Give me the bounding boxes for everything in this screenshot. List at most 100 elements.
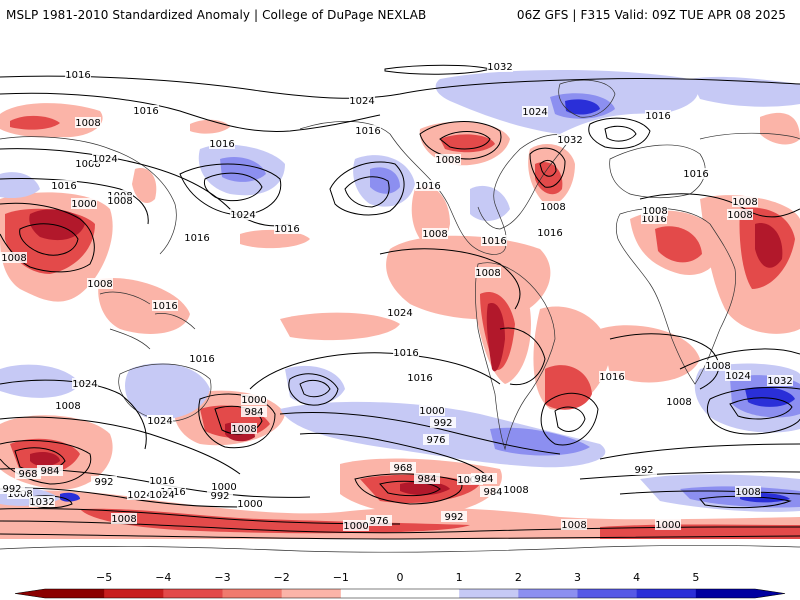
isobar-label: 1008 xyxy=(435,155,460,166)
isobar-label-background xyxy=(480,486,506,497)
isobar-label-background xyxy=(457,474,483,485)
isobar-label-background xyxy=(241,394,267,405)
isobar-label-background xyxy=(87,278,113,289)
isobar-label-background xyxy=(207,490,233,501)
colorbar-tick-label: 1 xyxy=(456,571,463,584)
isobar-label-background xyxy=(390,462,416,473)
isobar-label-background xyxy=(393,347,419,358)
colorbar-tick-label: −2 xyxy=(274,571,290,584)
isobar-label: 1016 xyxy=(133,106,158,117)
colorbar-ticks: −5 −4 −3 −2 −1 0 1 2 3 4 5 xyxy=(96,571,699,584)
isobar-label: 1008 xyxy=(75,159,100,170)
isobar-label: 1024 xyxy=(522,107,547,118)
isobar-label: 992 xyxy=(634,465,653,476)
isobar-label-background xyxy=(705,360,731,371)
isobar-label: 984 xyxy=(483,487,502,498)
isobar-label: 1008 xyxy=(111,514,136,525)
isobar-label: 1024 xyxy=(387,308,412,319)
isobar-label: 1016 xyxy=(481,236,506,247)
colorbar-swatch xyxy=(340,589,401,598)
isobar-label: 1016 xyxy=(184,233,209,244)
isobar-label: 1008 xyxy=(422,229,447,240)
isobar-label: 1008 xyxy=(642,206,667,217)
isobar-label: 1008 xyxy=(503,485,528,496)
isobar-label: 1024 xyxy=(92,154,117,165)
isobar-label-background xyxy=(727,209,753,220)
isobar-label: 1008 xyxy=(705,361,730,372)
isobar-label-background xyxy=(29,496,55,507)
isobar-label-background xyxy=(127,489,153,500)
anomaly-shading xyxy=(0,70,800,539)
isobar-label: 984 xyxy=(244,407,263,418)
isobar-label-background xyxy=(422,228,448,239)
isobar-label-background xyxy=(274,223,300,234)
isobar-label: 984 xyxy=(417,474,436,485)
isobar-label-background xyxy=(540,201,566,212)
isobar-label: 992 xyxy=(2,484,21,495)
isobar-label-background xyxy=(487,61,513,72)
isobar-label-background xyxy=(152,300,178,311)
isobar-label: 1016 xyxy=(599,372,624,383)
isobar-label-background xyxy=(184,232,210,243)
isobar-label: 1008 xyxy=(231,424,256,435)
isobar-label: 992 xyxy=(444,512,463,523)
isobar-label-background xyxy=(599,371,625,382)
isobar-label-background xyxy=(230,209,256,220)
colorbar-swatch xyxy=(695,589,756,598)
isobar-label-background xyxy=(735,486,761,497)
isobar-label-background xyxy=(642,205,668,216)
isobar-label-background xyxy=(435,154,461,165)
isobar-label-background xyxy=(209,138,235,149)
isobar-label-background xyxy=(441,511,467,522)
isobar-label: 1008 xyxy=(75,118,100,129)
isobar-label: 1008 xyxy=(727,210,752,221)
isobar-label: 1008 xyxy=(540,202,565,213)
isobar-label-background xyxy=(503,484,529,495)
colorbar-tick-label: −5 xyxy=(96,571,112,584)
isobar-label-background xyxy=(37,465,63,476)
colorbar-tick-label: 0 xyxy=(397,571,404,584)
colorbar-high-extend xyxy=(755,589,785,598)
isobar-label: 992 xyxy=(210,491,229,502)
isobar-label: 1000 xyxy=(457,475,482,486)
isobar-label-background xyxy=(0,483,25,494)
isobar-label-background xyxy=(75,158,101,169)
isobar-label-background xyxy=(481,235,507,246)
isobar-label: 1016 xyxy=(393,348,418,359)
isobar-label-background xyxy=(366,515,392,526)
isobar-label: 976 xyxy=(369,516,388,527)
isobar-label-background xyxy=(557,134,583,145)
isobar-label-background xyxy=(655,519,681,530)
isobar-label: 1000 xyxy=(211,482,236,493)
isobar-label: 1024 xyxy=(725,371,750,382)
isobar-label-background xyxy=(92,153,118,164)
isobar-label: 1024 xyxy=(72,379,97,390)
colorbar-tick-label: −3 xyxy=(214,571,230,584)
isobar-label-background xyxy=(419,405,445,416)
isobar-label: 1032 xyxy=(487,62,512,73)
isobar-label: 1016 xyxy=(641,214,666,225)
isobar-label: 1032 xyxy=(767,376,792,387)
isobar-label-background xyxy=(241,406,267,417)
isobar-label-background xyxy=(471,473,497,484)
isobar-label-background xyxy=(645,110,671,121)
colorbar-low-extend xyxy=(15,589,45,598)
isobar-label-background xyxy=(415,180,441,191)
isobar-label: 1008 xyxy=(87,279,112,290)
isobar-label-background xyxy=(231,423,257,434)
colorbar-swatch xyxy=(577,589,638,598)
colorbar-swatch xyxy=(459,589,519,598)
isobar-label: 1008 xyxy=(475,268,500,279)
isobar-label-background xyxy=(407,372,433,383)
isobar-label-background xyxy=(522,106,548,117)
isobar-label-background xyxy=(725,370,751,381)
isobar-label: 1000 xyxy=(71,199,96,210)
colorbar-tick-label: 3 xyxy=(574,571,581,584)
isobar-label-background xyxy=(666,396,692,407)
isobar-label: 1008 xyxy=(7,489,32,500)
isobar-label: 992 xyxy=(433,418,452,429)
isobar-label: 1032 xyxy=(557,135,582,146)
isobar-label: 1016 xyxy=(415,181,440,192)
isobar-label-background xyxy=(561,519,587,530)
